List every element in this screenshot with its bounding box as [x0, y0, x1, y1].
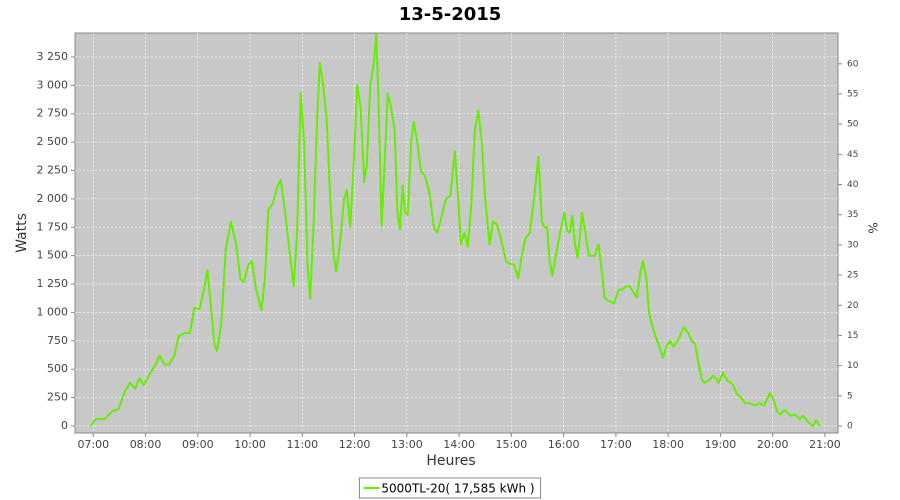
legend-box [358, 477, 542, 499]
y2-tick-label: 55 [847, 89, 858, 99]
x-tick-label: 10:00 [234, 438, 266, 451]
y-tick-label: 3 250 [37, 50, 69, 63]
y-tick-label: 2 500 [37, 135, 69, 148]
y-tick-label: 2 000 [37, 192, 69, 205]
y-tick-label: 0 [61, 419, 68, 432]
y2-tick-label: 5 [847, 391, 853, 401]
series-line [89, 33, 821, 427]
y-tick-label: 750 [47, 334, 68, 347]
x-tick-label: 12:00 [339, 438, 371, 451]
y2-tick-label: 25 [847, 271, 858, 281]
x-tick-label: 13:00 [391, 438, 423, 451]
chart-title: 13-5-2015 [399, 4, 502, 25]
x-tick-label: 14:00 [443, 438, 475, 451]
y2-tick-label: 45 [847, 150, 858, 160]
legend-label: 5000TL-20( 17,585 kWh ) [381, 482, 534, 496]
x-tick-label: 09:00 [182, 438, 214, 451]
y2-tick-label: 0 [847, 421, 853, 431]
y-tick-label: 1 250 [37, 277, 69, 290]
x-tick-label: 17:00 [600, 438, 632, 451]
x-tick-label: 18:00 [652, 438, 684, 451]
y-tick-label: 500 [47, 362, 68, 375]
y2-tick-label: 15 [847, 331, 858, 341]
x-tick-label: 07:00 [77, 438, 109, 451]
y2-tick-label: 50 [847, 120, 859, 130]
x-tick-label: 21:00 [809, 438, 841, 451]
x-tick-label: 08:00 [130, 438, 162, 451]
x-axis-title: Heures [426, 453, 475, 469]
y-tick-label: 1 500 [37, 249, 69, 262]
y2-tick-label: 20 [847, 301, 859, 311]
x-tick-label: 11:00 [286, 438, 318, 451]
x-tick-label: 20:00 [757, 438, 789, 451]
y-tick-label: 250 [47, 391, 68, 404]
y2-tick-label: 10 [847, 361, 859, 371]
y-tick-label: 3 000 [37, 78, 69, 91]
y2-tick-label: 35 [847, 210, 858, 220]
x-tick-label: 15:00 [496, 438, 528, 451]
y2-tick-label: 40 [847, 180, 859, 190]
y2-tick-label: 60 [847, 59, 859, 69]
y-tick-label: 1 750 [37, 220, 69, 233]
plot-area [74, 32, 839, 434]
x-tick-label: 16:00 [548, 438, 580, 451]
y-axis-title: Watts [14, 213, 30, 253]
y2-axis-title: % [866, 222, 880, 233]
x-tick-label: 19:00 [705, 438, 737, 451]
y-tick-label: 1 000 [37, 305, 69, 318]
y-tick-label: 2 250 [37, 163, 69, 176]
y-tick-label: 2 750 [37, 107, 69, 120]
y2-tick-label: 30 [847, 240, 859, 250]
